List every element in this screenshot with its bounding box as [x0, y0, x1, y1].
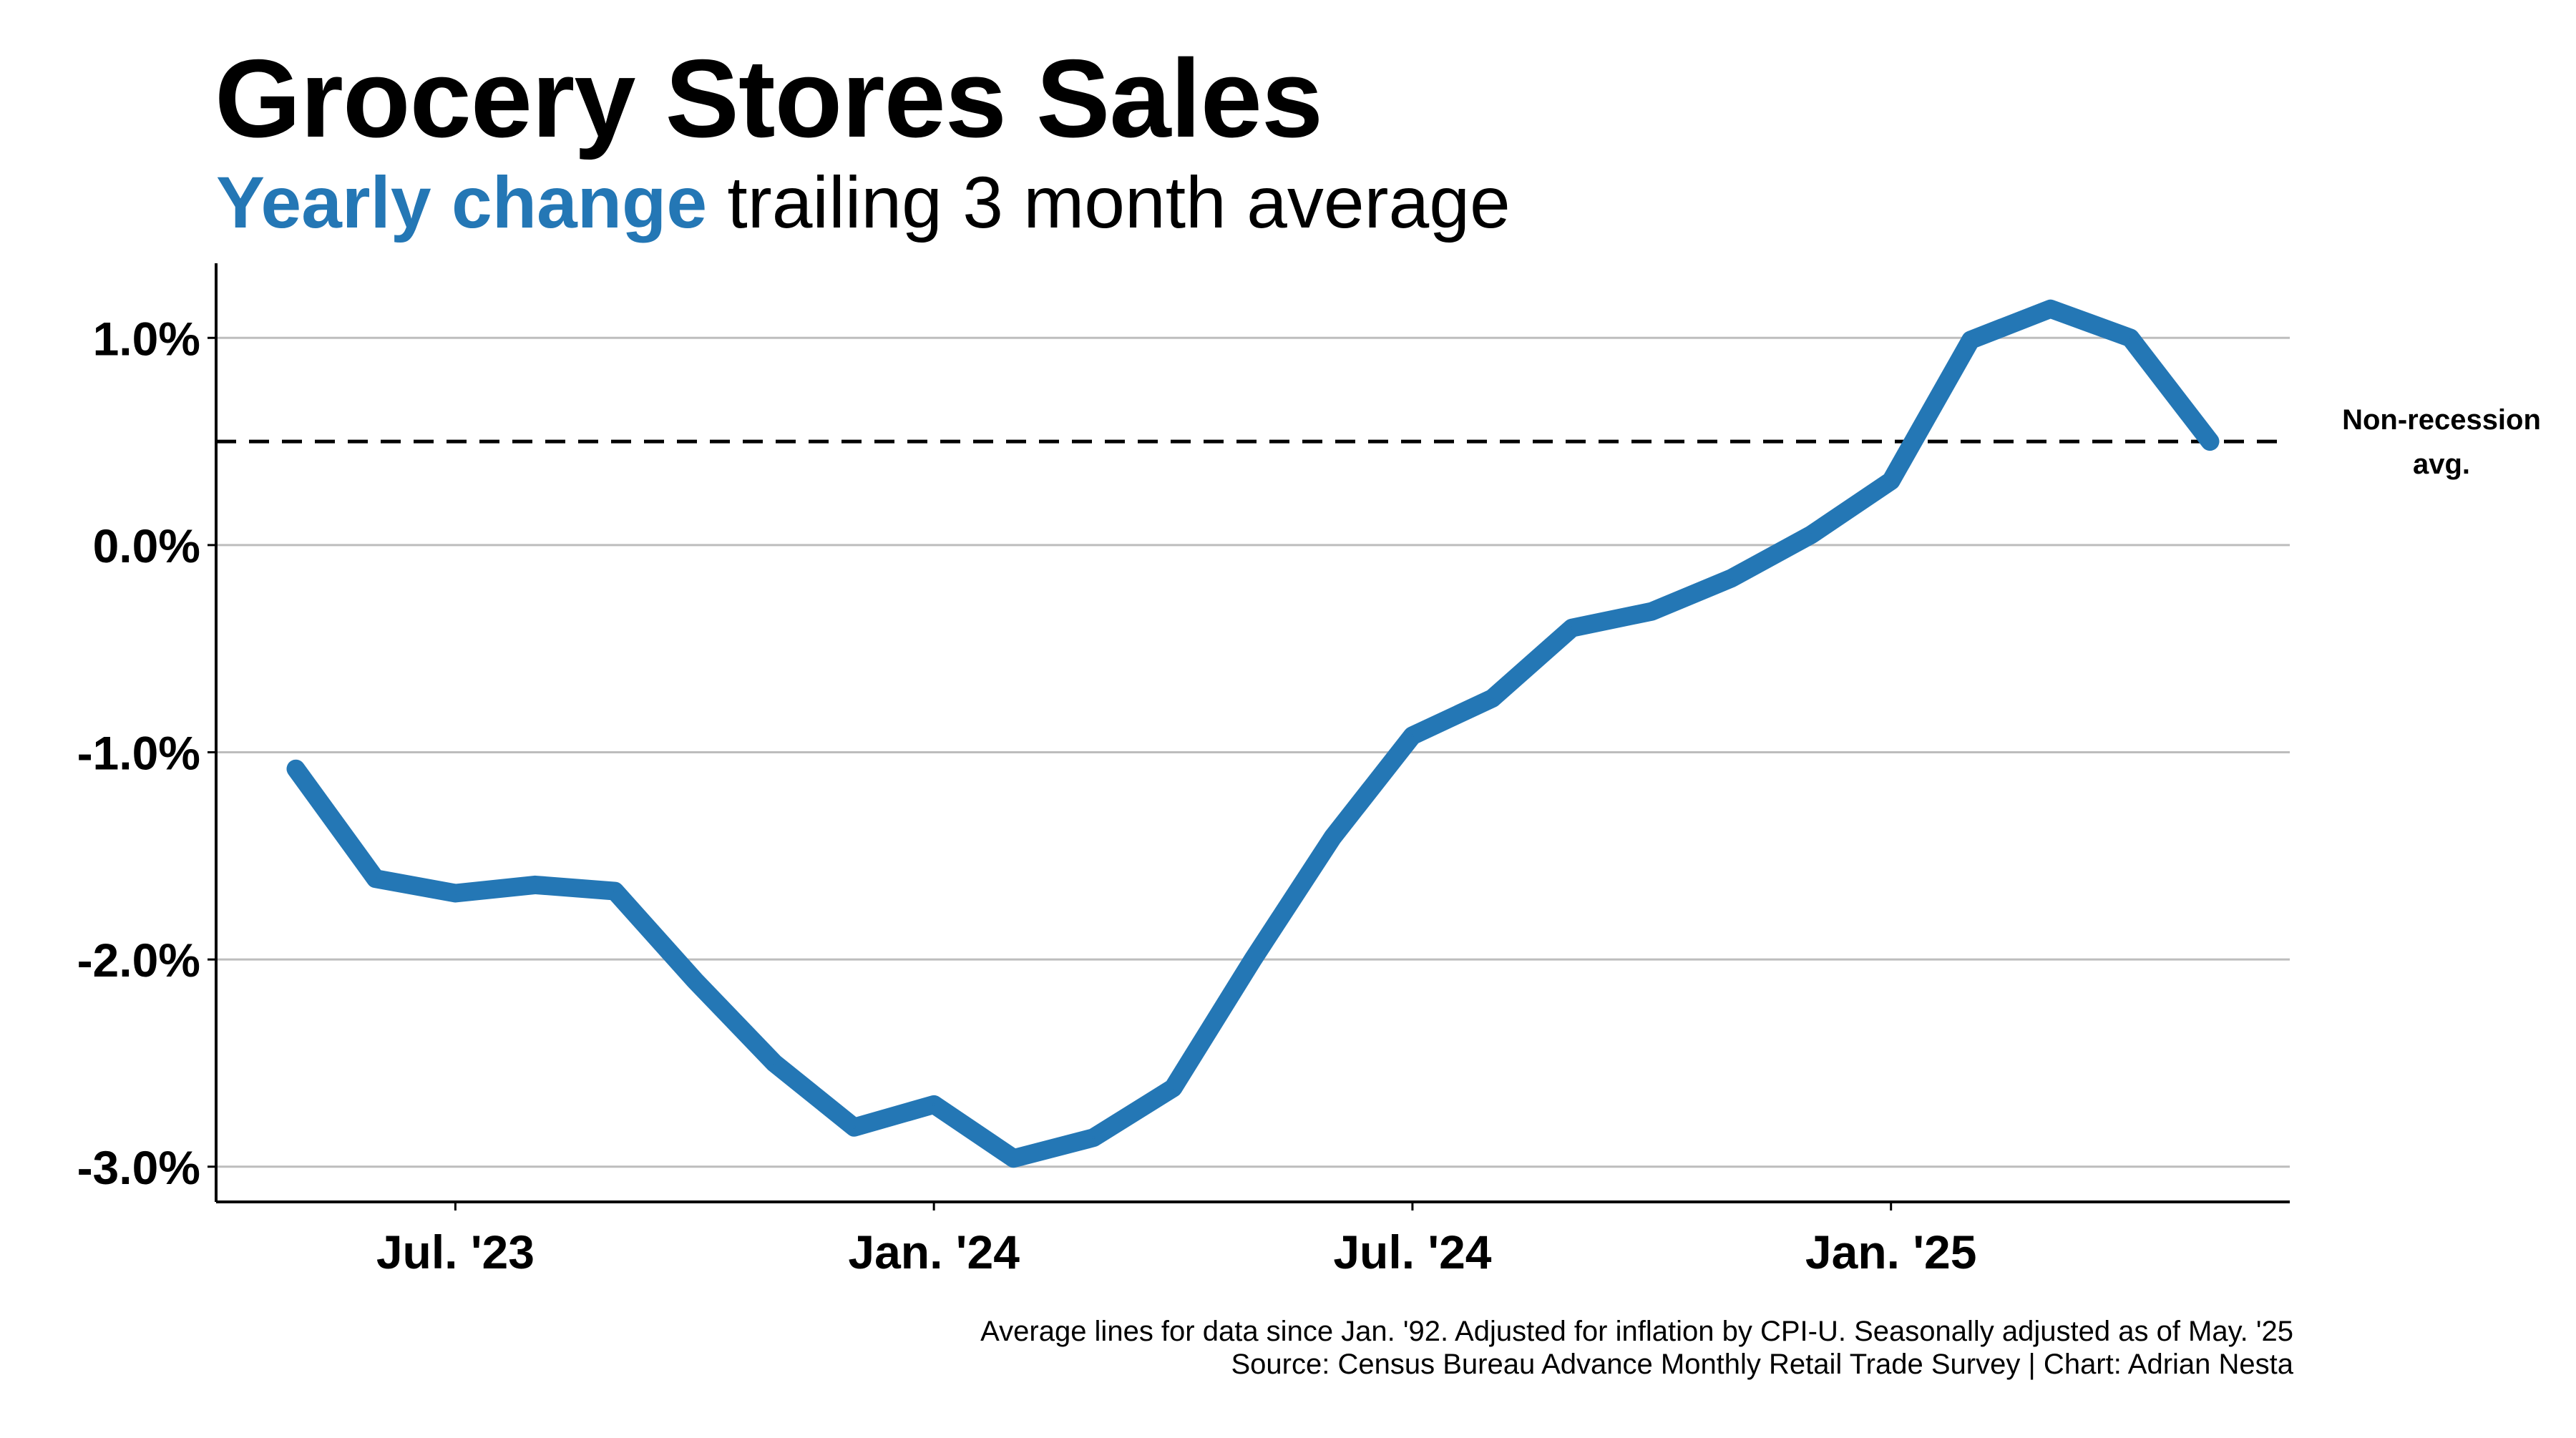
data-point [1810, 533, 1813, 537]
data-point [1252, 958, 1254, 962]
footer-note: Average lines for data since Jan. '92. A… [980, 1316, 2293, 1347]
subtitle-highlight: Yearly change [216, 162, 708, 243]
data-point [294, 767, 298, 771]
data-point [1092, 1136, 1096, 1140]
chart-subtitle: Yearly change trailing 3 month average [216, 166, 1511, 239]
x-tick-label: Jan. '25 [1805, 1226, 1977, 1278]
y-tick-label: -1.0% [77, 727, 200, 780]
data-point [2049, 307, 2052, 310]
data-point [1650, 610, 1654, 613]
x-tick-label: Jan. '24 [848, 1226, 1020, 1278]
y-tick-label: -2.0% [77, 934, 200, 987]
data-point [613, 889, 617, 893]
data-point [1331, 836, 1335, 839]
data-point [1171, 1086, 1175, 1090]
data-point [852, 1125, 856, 1129]
data-point [1729, 577, 1733, 580]
x-tick-label: Jul. '23 [376, 1226, 535, 1278]
y-tick-label: 0.0% [93, 519, 200, 572]
data-point [1969, 338, 1973, 342]
data-point [693, 979, 696, 982]
data-point [1012, 1157, 1015, 1160]
data-point [2129, 336, 2132, 340]
footer-source: Source: Census Bureau Advance Monthly Re… [1231, 1349, 2294, 1380]
y-tick-label: -3.0% [77, 1141, 200, 1194]
x-tick-label: Jul. '24 [1333, 1226, 1491, 1278]
y-tick-label: 1.0% [93, 312, 200, 365]
data-point [374, 877, 377, 881]
data-point [1491, 697, 1494, 700]
chart-title: Grocery Stores Sales [215, 36, 1323, 160]
reference-label: avg. [2413, 449, 2470, 480]
data-point [2208, 440, 2212, 444]
data-point [932, 1102, 936, 1106]
reference-label: Non-recession [2342, 404, 2541, 436]
data-point [773, 1061, 776, 1065]
data-point [454, 891, 457, 895]
data-point [1410, 734, 1414, 738]
subtitle-rest: trailing 3 month average [707, 162, 1511, 243]
data-point [1570, 626, 1574, 630]
chart-footer: Average lines for data since Jan. '92. A… [980, 1315, 2293, 1381]
data-point [1889, 479, 1893, 483]
series-line [286, 299, 2220, 1168]
data-point [533, 883, 537, 886]
